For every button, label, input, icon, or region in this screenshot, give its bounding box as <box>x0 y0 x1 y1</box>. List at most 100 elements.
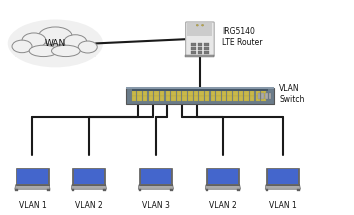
Text: WAN: WAN <box>45 39 66 48</box>
FancyBboxPatch shape <box>177 96 181 101</box>
FancyBboxPatch shape <box>191 51 196 54</box>
Text: VLAN 1: VLAN 1 <box>18 201 46 210</box>
FancyBboxPatch shape <box>205 96 210 101</box>
FancyBboxPatch shape <box>244 96 249 101</box>
FancyBboxPatch shape <box>177 91 181 96</box>
FancyBboxPatch shape <box>137 91 142 96</box>
FancyBboxPatch shape <box>126 88 274 89</box>
FancyBboxPatch shape <box>170 189 173 191</box>
FancyBboxPatch shape <box>205 91 210 96</box>
FancyBboxPatch shape <box>127 89 275 105</box>
Ellipse shape <box>12 40 32 53</box>
Text: VLAN
Switch: VLAN Switch <box>279 84 305 104</box>
FancyBboxPatch shape <box>239 96 243 101</box>
FancyBboxPatch shape <box>154 91 159 96</box>
FancyBboxPatch shape <box>269 92 272 99</box>
Ellipse shape <box>196 25 198 26</box>
FancyBboxPatch shape <box>239 91 243 96</box>
Ellipse shape <box>201 25 204 26</box>
FancyBboxPatch shape <box>149 96 153 101</box>
FancyBboxPatch shape <box>74 169 104 184</box>
Text: VLAN 2: VLAN 2 <box>75 201 103 210</box>
FancyBboxPatch shape <box>198 51 202 54</box>
FancyBboxPatch shape <box>216 96 221 101</box>
FancyBboxPatch shape <box>182 96 187 101</box>
FancyBboxPatch shape <box>166 91 170 96</box>
FancyBboxPatch shape <box>258 92 260 99</box>
Polygon shape <box>265 185 301 189</box>
Polygon shape <box>205 185 240 189</box>
FancyBboxPatch shape <box>211 91 215 96</box>
FancyBboxPatch shape <box>199 96 204 101</box>
FancyBboxPatch shape <box>132 91 136 96</box>
FancyBboxPatch shape <box>222 91 226 96</box>
FancyBboxPatch shape <box>17 169 47 184</box>
Polygon shape <box>15 185 50 189</box>
FancyBboxPatch shape <box>191 48 196 50</box>
FancyBboxPatch shape <box>160 91 164 96</box>
Polygon shape <box>71 185 107 189</box>
FancyBboxPatch shape <box>268 169 298 184</box>
FancyBboxPatch shape <box>250 96 255 101</box>
FancyBboxPatch shape <box>191 43 196 46</box>
FancyBboxPatch shape <box>187 23 212 36</box>
FancyBboxPatch shape <box>256 91 260 96</box>
FancyBboxPatch shape <box>266 189 268 191</box>
FancyBboxPatch shape <box>198 48 202 50</box>
FancyBboxPatch shape <box>233 96 238 101</box>
FancyBboxPatch shape <box>261 96 266 101</box>
Ellipse shape <box>29 45 58 57</box>
FancyBboxPatch shape <box>47 189 50 191</box>
FancyBboxPatch shape <box>143 91 148 96</box>
FancyBboxPatch shape <box>216 91 221 96</box>
FancyBboxPatch shape <box>211 96 215 101</box>
FancyBboxPatch shape <box>182 91 187 96</box>
FancyBboxPatch shape <box>237 189 240 191</box>
Text: VLAN 1: VLAN 1 <box>269 201 297 210</box>
FancyBboxPatch shape <box>206 189 209 191</box>
FancyBboxPatch shape <box>143 96 148 101</box>
FancyBboxPatch shape <box>233 91 238 96</box>
FancyBboxPatch shape <box>188 96 193 101</box>
Ellipse shape <box>78 41 97 53</box>
FancyBboxPatch shape <box>199 91 204 96</box>
FancyBboxPatch shape <box>208 169 238 184</box>
FancyBboxPatch shape <box>166 96 170 101</box>
FancyBboxPatch shape <box>154 96 159 101</box>
FancyBboxPatch shape <box>16 168 49 185</box>
FancyBboxPatch shape <box>72 168 105 185</box>
Ellipse shape <box>39 27 72 45</box>
FancyBboxPatch shape <box>15 43 96 57</box>
FancyBboxPatch shape <box>194 96 198 101</box>
Ellipse shape <box>22 33 46 48</box>
FancyBboxPatch shape <box>265 92 268 99</box>
FancyBboxPatch shape <box>132 89 268 91</box>
FancyBboxPatch shape <box>171 91 176 96</box>
FancyBboxPatch shape <box>204 51 209 54</box>
FancyBboxPatch shape <box>261 91 266 96</box>
FancyBboxPatch shape <box>261 92 264 99</box>
FancyBboxPatch shape <box>132 96 136 101</box>
FancyBboxPatch shape <box>72 189 74 191</box>
Text: VLAN 3: VLAN 3 <box>142 201 170 210</box>
Ellipse shape <box>8 20 103 67</box>
FancyBboxPatch shape <box>149 91 153 96</box>
FancyBboxPatch shape <box>206 168 239 185</box>
Polygon shape <box>138 185 173 189</box>
FancyBboxPatch shape <box>188 91 193 96</box>
Text: VLAN 2: VLAN 2 <box>209 201 237 210</box>
FancyBboxPatch shape <box>250 91 255 96</box>
FancyBboxPatch shape <box>138 189 141 191</box>
FancyBboxPatch shape <box>171 96 176 101</box>
FancyBboxPatch shape <box>297 189 300 191</box>
FancyBboxPatch shape <box>198 43 202 46</box>
FancyBboxPatch shape <box>185 22 214 56</box>
FancyBboxPatch shape <box>204 43 209 46</box>
FancyBboxPatch shape <box>266 168 299 185</box>
FancyBboxPatch shape <box>204 48 209 50</box>
FancyBboxPatch shape <box>160 96 164 101</box>
FancyBboxPatch shape <box>137 96 142 101</box>
FancyBboxPatch shape <box>228 91 232 96</box>
FancyBboxPatch shape <box>103 189 106 191</box>
FancyBboxPatch shape <box>222 96 226 101</box>
